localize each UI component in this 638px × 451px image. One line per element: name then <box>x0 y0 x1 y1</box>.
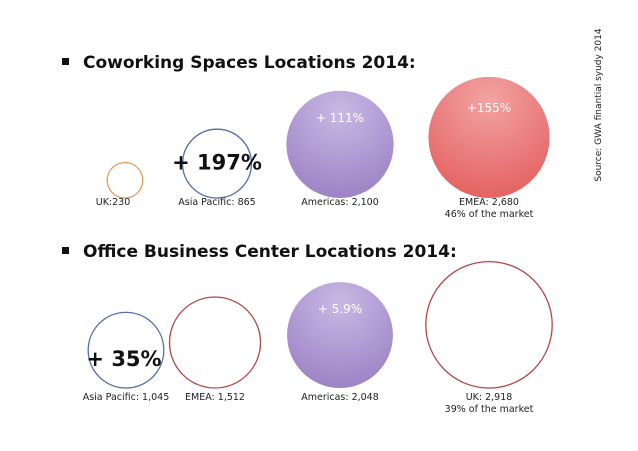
office-asia-pacific-bubble <box>87 311 165 389</box>
coworking-uk-value-label: UK:230 <box>96 197 131 208</box>
office-center-heading: Office Business Center Locations 2014: <box>62 242 457 262</box>
office-emea-bubble <box>168 296 262 389</box>
coworking-heading-text: Coworking Spaces Locations 2014: <box>83 53 416 73</box>
office-emea-value-label: EMEA: 1,512 <box>185 392 245 403</box>
coworking-americas-growth-label: + 111% <box>316 111 364 125</box>
bullet-icon <box>62 57 69 65</box>
coworking-asia-pacific-growth-label: + 197% <box>172 151 262 175</box>
coworking-asia-pacific-bubble <box>181 128 253 199</box>
bullet-icon <box>62 246 69 254</box>
coworking-americas-bubble <box>286 90 394 198</box>
coworking-emea-growth-label: +155% <box>467 101 511 115</box>
office-americas-growth-label: + 5.9% <box>318 302 362 316</box>
office-uk-value-label: UK: 2,918 <box>466 392 513 403</box>
coworking-heading: Coworking Spaces Locations 2014: <box>62 53 416 73</box>
office-americas-value-label: Americas: 2,048 <box>301 392 379 403</box>
office-americas-bubble <box>287 282 393 388</box>
office-uk-market-share-label: 39% of the market <box>445 404 534 415</box>
office-asia-pacific-value-label: Asia Pacific: 1,045 <box>83 392 170 403</box>
coworking-uk-bubble <box>106 161 144 199</box>
office-asia-pacific-growth-label: + 35% <box>86 347 161 371</box>
coworking-asia-pacific-value-label: Asia Pacific: 865 <box>178 197 255 208</box>
office-center-heading-text: Office Business Center Locations 2014: <box>83 242 457 262</box>
coworking-emea-value-label: EMEA: 2,680 <box>459 197 519 208</box>
office-uk-bubble <box>425 260 553 389</box>
coworking-americas-value-label: Americas: 2,100 <box>301 197 379 208</box>
coworking-emea-bubble <box>428 76 550 198</box>
coworking-emea-market-share-label: 46% of the market <box>445 209 534 220</box>
